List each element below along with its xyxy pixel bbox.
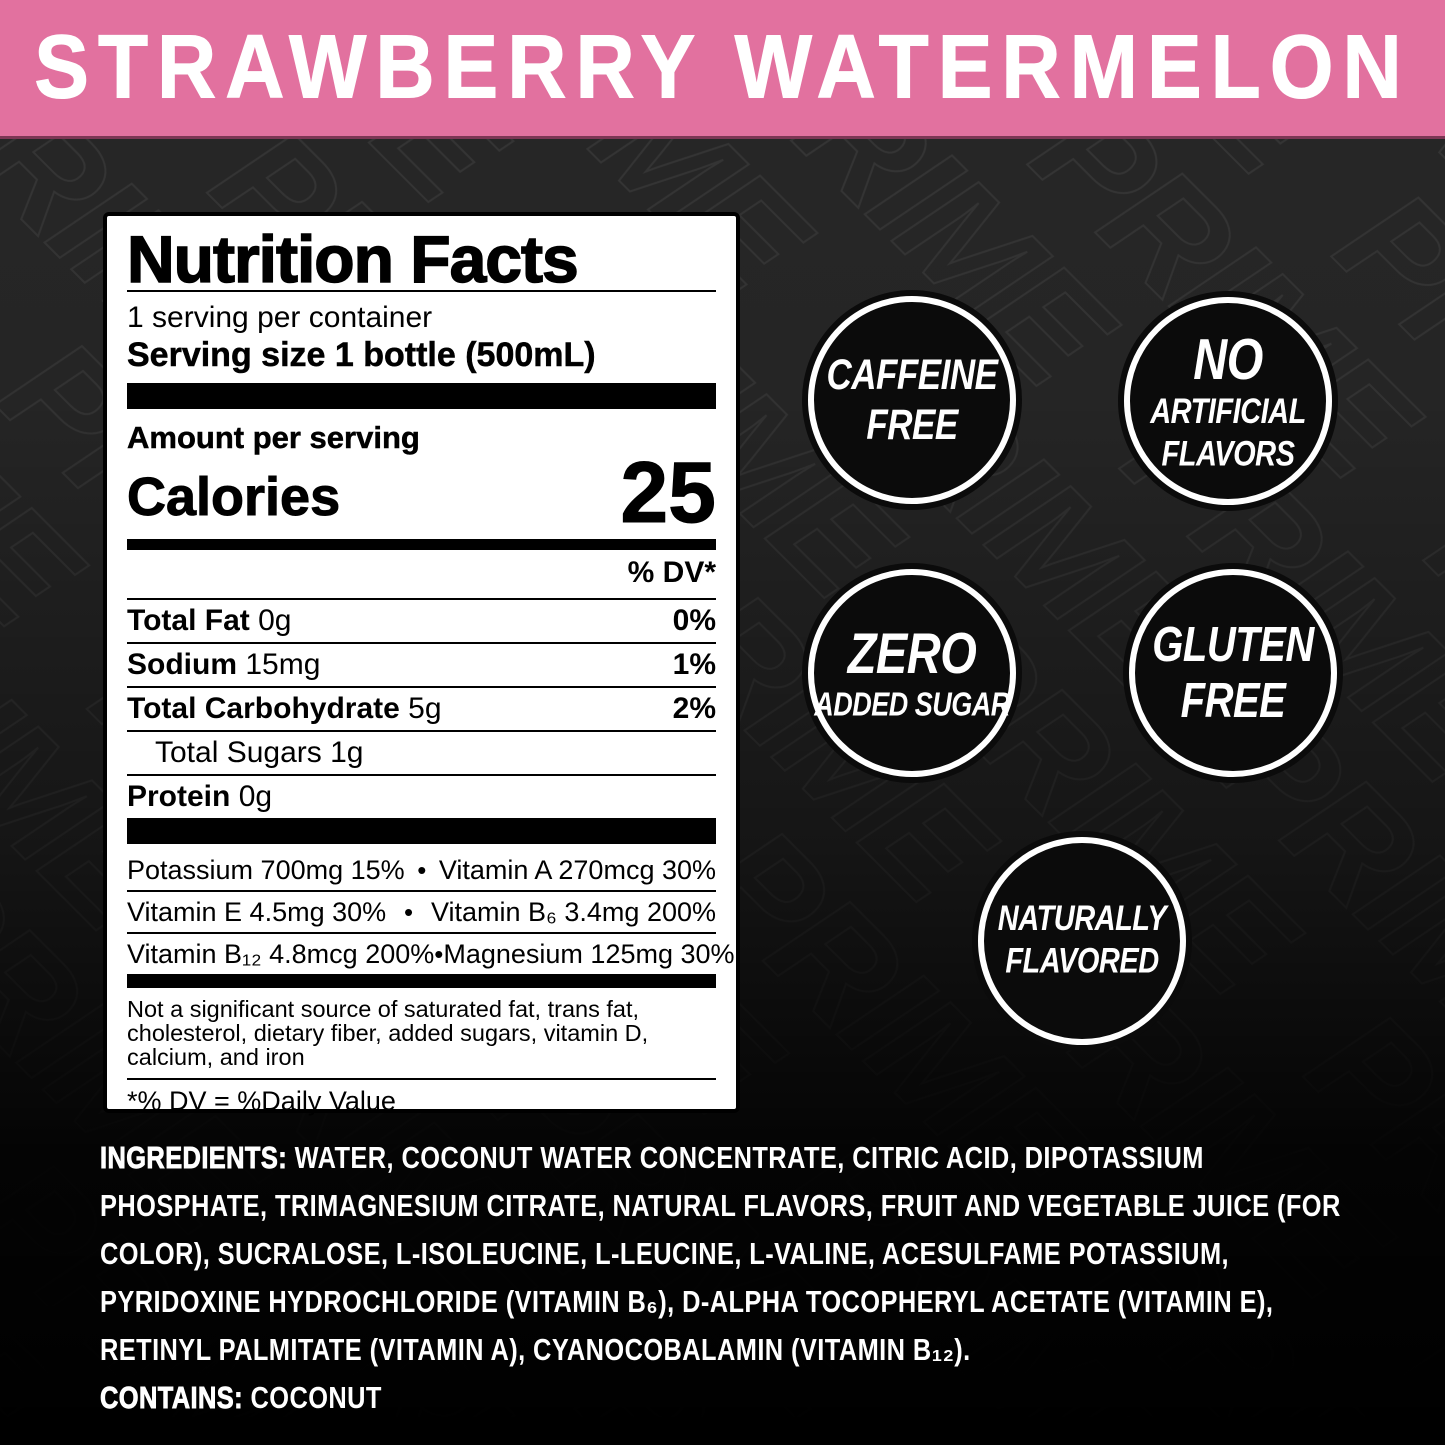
nutrient-dv: 1% <box>672 648 716 681</box>
thick-divider <box>127 383 716 409</box>
ingredients-block: INGREDIENTS: WATER, COCONUT WATER CONCEN… <box>100 1134 1367 1422</box>
flavor-banner: STRAWBERRY WATERMELON <box>0 0 1445 139</box>
nutrient-label: Total Fat <box>127 604 250 637</box>
micronutrient-left: Vitamin E 4.5mg 30% <box>127 896 387 927</box>
servings-per-container: 1 serving per container <box>127 301 433 334</box>
nutrition-facts-title: Nutrition Facts <box>126 222 579 296</box>
divider <box>127 1078 716 1080</box>
bullet-separator: • <box>417 854 427 885</box>
divider <box>127 290 716 292</box>
nutrient-row-total-fat: Total Fat 0g 0% <box>127 600 716 644</box>
nutrient-label: Total Carbohydrate <box>127 692 400 725</box>
nutrient-label: Sodium <box>127 648 237 681</box>
thick-divider <box>127 974 716 988</box>
daily-value-header: % DV* <box>627 556 716 589</box>
contains-label: CONTAINS: <box>100 1380 244 1416</box>
ingredients-line: PYRIDOXINE HYDROCHLORIDE (VITAMIN B₆), D… <box>100 1278 1367 1326</box>
footnote-line: calcium, and iron <box>127 1044 305 1070</box>
badge-naturally-flavored: NATURALLY FLAVORED <box>972 831 1192 1051</box>
serving-size: Serving size 1 bottle (500mL) <box>127 336 596 375</box>
badge-line: ZERO <box>847 620 977 686</box>
badge-text: NO ARTIFICIAL FLAVORS <box>1150 330 1306 473</box>
nutrient-dv: 0% <box>672 604 716 637</box>
footnote: Not a significant source of saturated fa… <box>127 997 716 1069</box>
nutrient-row-total-sugars: Total Sugars 1g <box>127 732 716 776</box>
nutrient-label: Total Sugars <box>155 736 322 769</box>
flavor-name: STRAWBERRY WATERMELON <box>34 17 1411 118</box>
bullet-separator: • <box>434 938 444 969</box>
calories-value: 25 <box>620 445 717 541</box>
badge-line: GLUTEN <box>1152 618 1314 672</box>
badge-gluten-free: GLUTEN FREE <box>1123 563 1343 783</box>
nutrient-row-sodium: Sodium 15mg 1% <box>127 644 716 688</box>
badge-line: ARTIFICIAL <box>1150 391 1306 431</box>
badge-line: ADDED SUGAR <box>814 686 1010 724</box>
nutrient-amount: 1g <box>330 736 364 769</box>
micronutrient-left: Vitamin B₁₂ 4.8mcg 200% <box>127 938 435 969</box>
thick-divider <box>127 818 716 844</box>
badge-line: FLAVORS <box>1161 434 1295 474</box>
badge-line: FREE <box>866 401 958 449</box>
divider <box>127 598 716 600</box>
micronutrient-left: Potassium 700mg 15% <box>127 854 405 885</box>
badge-no-artificial-flavors: NO ARTIFICIAL FLAVORS <box>1118 291 1338 511</box>
nutrient-amount: 0g <box>258 604 292 637</box>
nutrient-row-protein: Protein 0g <box>127 776 716 818</box>
calories-row: Calories 25 <box>126 445 717 541</box>
badge-line: FLAVORED <box>1005 942 1159 982</box>
nutrient-amount: 0g <box>238 780 273 813</box>
badge-text: GLUTEN FREE <box>1152 618 1314 728</box>
ingredients-text: PHOSPHATE, TRIMAGNESIUM CITRATE, NATURAL… <box>100 1188 1341 1223</box>
badge-text: NATURALLY FLAVORED <box>997 899 1167 982</box>
contains-line: CONTAINS: COCONUT <box>100 1374 1367 1422</box>
ingredients-line: PHOSPHATE, TRIMAGNESIUM CITRATE, NATURAL… <box>100 1182 1367 1230</box>
ingredients-line: COLOR), SUCRALOSE, L-ISOLEUCINE, L-LEUCI… <box>100 1230 1367 1278</box>
micronutrient-right: Vitamin B₆ 3.4mg 200% <box>430 896 716 927</box>
nutrient-amount: 5g <box>408 692 442 725</box>
badge-line: NO <box>1193 325 1263 391</box>
badge-line: CAFFEINE <box>826 351 999 399</box>
amount-per-serving-label: Amount per serving <box>127 420 420 455</box>
daily-value-definition: *% DV = %Daily Value <box>127 1086 396 1116</box>
ingredients-text: PYRIDOXINE HYDROCHLORIDE (VITAMIN B₆), D… <box>100 1284 1274 1319</box>
ingredients-text: RETINYL PALMITATE (VITAMIN A), CYANOCOBA… <box>100 1332 971 1367</box>
micronutrient-row: Potassium 700mg 15% • Vitamin A 270mcg 3… <box>127 850 716 892</box>
nutrition-facts-panel: Nutrition Facts 1 serving per container … <box>103 212 740 1116</box>
badge-text: CAFFEINE FREE <box>826 351 999 449</box>
ingredients-line: INGREDIENTS: WATER, COCONUT WATER CONCEN… <box>100 1134 1367 1182</box>
micronutrient-row: Vitamin E 4.5mg 30% • Vitamin B₆ 3.4mg 2… <box>127 892 716 934</box>
contains-text: COCONUT <box>243 1380 382 1415</box>
ingredients-text: WATER, COCONUT WATER CONCENTRATE, CITRIC… <box>287 1140 1204 1175</box>
footnote-line: Not a significant source of saturated fa… <box>127 996 640 1022</box>
badge-text: ZERO ADDED SUGAR <box>814 624 1010 722</box>
nutrient-dv: 2% <box>672 692 716 725</box>
thick-divider <box>127 539 716 550</box>
badge-line: FREE <box>1180 674 1286 728</box>
ingredients-text: COLOR), SUCRALOSE, L-ISOLEUCINE, L-LEUCI… <box>100 1236 1229 1271</box>
bullet-separator: • <box>403 896 414 927</box>
nutrient-amount: 15mg <box>245 648 321 681</box>
ingredients-line: RETINYL PALMITATE (VITAMIN A), CYANOCOBA… <box>100 1326 1367 1374</box>
footnote-line: cholesterol, dietary fiber, added sugars… <box>127 1020 649 1046</box>
nutrient-label: Protein <box>127 780 231 813</box>
micronutrient-right: Magnesium 125mg 30% <box>443 938 735 969</box>
badge-caffeine-free: CAFFEINE FREE <box>802 290 1022 510</box>
badge-zero-added-sugar: ZERO ADDED SUGAR <box>802 563 1022 783</box>
nutrient-row-total-carbohydrate: Total Carbohydrate 5g 2% <box>127 688 716 732</box>
micronutrient-right: Vitamin A 270mcg 30% <box>438 854 716 885</box>
badge-line: NATURALLY <box>997 899 1167 939</box>
ingredients-label: INGREDIENTS: <box>100 1140 288 1176</box>
calories-label: Calories <box>126 467 341 528</box>
micronutrient-row: Vitamin B₁₂ 4.8mcg 200% • Magnesium 125m… <box>127 934 735 974</box>
